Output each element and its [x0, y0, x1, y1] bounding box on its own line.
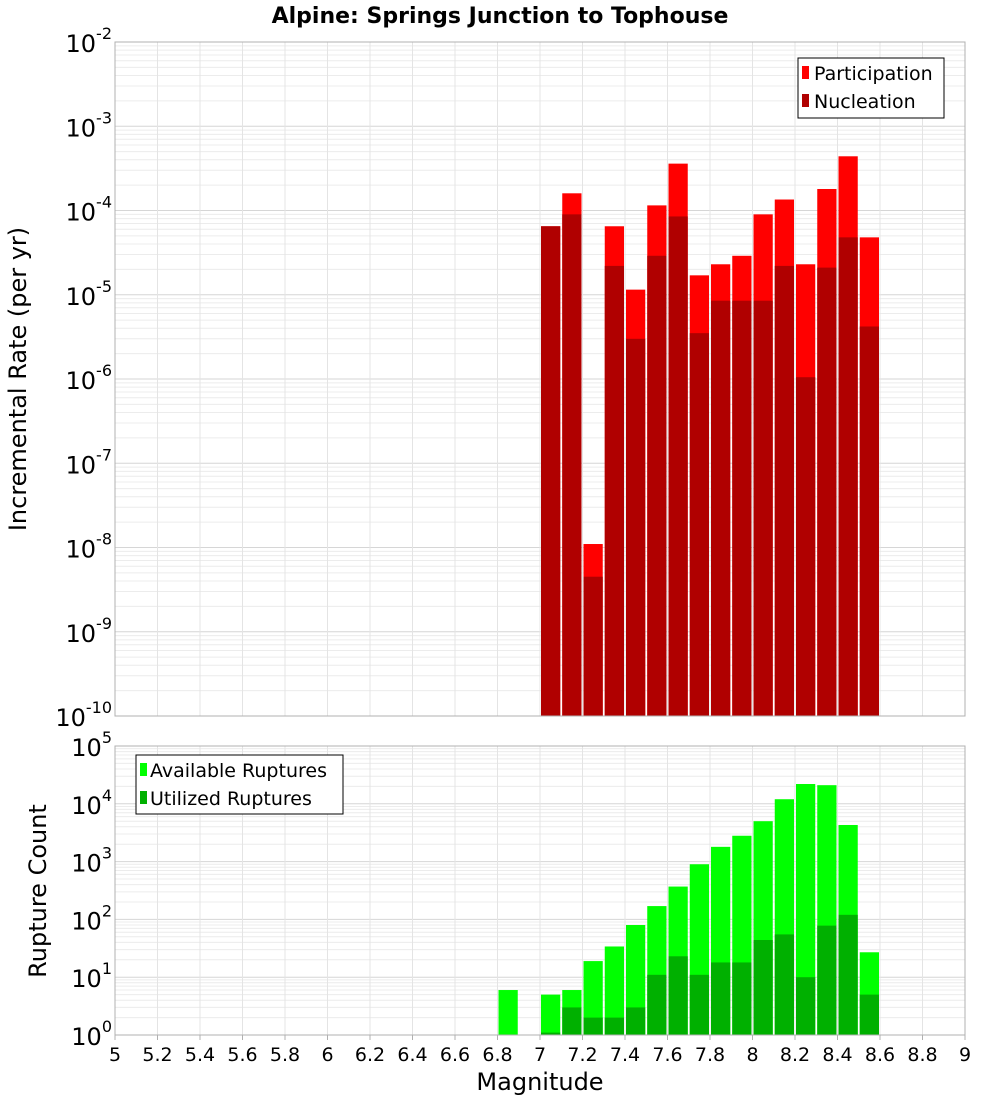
utilized-ruptures-bar — [604, 1017, 624, 1035]
utilized-ruptures-bar — [541, 1032, 561, 1035]
nucleation-bar — [583, 576, 603, 716]
top-y-tick-label: 10-2 — [66, 24, 113, 58]
top-legend: Participation Nucleation — [797, 57, 945, 119]
x-tick-label: 7.2 — [567, 1044, 597, 1066]
legend-swatch-participation — [802, 66, 809, 79]
legend-swatch-utilized — [140, 791, 147, 804]
utilized-ruptures-bar — [626, 1007, 646, 1035]
x-tick-label: 6.6 — [440, 1044, 470, 1066]
available-ruptures-bar — [796, 784, 816, 1035]
nucleation-bar — [668, 216, 688, 716]
x-tick-label: 6.2 — [355, 1044, 385, 1066]
bottom-y-tick-label: 102 — [71, 901, 112, 935]
legend-label-participation: Participation — [814, 63, 933, 85]
available-ruptures-bar — [583, 961, 603, 1035]
nucleation-bar — [711, 300, 731, 716]
utilized-ruptures-bar — [668, 956, 688, 1035]
top-gridlines — [114, 42, 966, 717]
nucleation-bar — [647, 255, 667, 716]
x-tick-label: 5.8 — [270, 1044, 300, 1066]
x-tick-labels: 5 5.2 5.4 5.6 5.8 6 6.2 6.4 6.6 6.8 7 7.2 7.4 7.6 7.8 8… — [109, 1035, 971, 1066]
bottom-y-tick-label: 105 — [71, 728, 112, 762]
utilized-ruptures-bars — [541, 914, 879, 1035]
top-y-tick-label: 10-8 — [66, 530, 113, 564]
top-y-tick-label: 10-9 — [66, 614, 113, 648]
x-tick-label: 7.8 — [695, 1044, 725, 1066]
x-tick-label: 8.8 — [907, 1044, 937, 1066]
x-tick-label: 8.6 — [865, 1044, 895, 1066]
legend-swatch-available — [140, 763, 147, 776]
bottom-y-tick-label: 103 — [71, 844, 112, 878]
top-y-axis-label: Incremental Rate (per yr) — [4, 227, 32, 531]
x-tick-label: 9 — [959, 1044, 971, 1066]
utilized-ruptures-bar — [817, 925, 837, 1035]
top-y-tick-label: 10-4 — [66, 193, 113, 227]
utilized-ruptures-bar — [838, 914, 858, 1035]
bottom-y-tick-label: 100 — [71, 1017, 112, 1051]
top-y-tick-labels: 10-10 10-9 10-8 10-7 10-6 10-5 10-4 10-3 10-2 — [55, 24, 112, 732]
top-y-tick-label: 10-7 — [66, 445, 113, 479]
top-plot-border — [114, 41, 966, 717]
utilized-ruptures-bar — [774, 934, 794, 1035]
bottom-y-tick-label: 101 — [71, 959, 112, 993]
nucleation-bar — [796, 377, 816, 716]
nucleation-bar — [817, 267, 837, 716]
nucleation-bar — [689, 333, 709, 716]
nucleation-bar — [838, 237, 858, 717]
utilized-ruptures-bar — [753, 940, 773, 1035]
legend-swatch-nucleation — [802, 94, 809, 107]
bottom-y-tick-label: 104 — [71, 786, 112, 820]
x-tick-label: 5.2 — [142, 1044, 172, 1066]
utilized-ruptures-bar — [859, 994, 879, 1035]
utilized-ruptures-bar — [711, 962, 731, 1035]
nucleation-bar — [732, 300, 752, 716]
x-tick-label: 6.4 — [397, 1044, 427, 1066]
bottom-legend: Available Ruptures Utilized Ruptures — [135, 754, 344, 815]
top-y-tick-label: 10-5 — [66, 277, 113, 311]
x-tick-label: 8.2 — [780, 1044, 810, 1066]
x-axis-label: Magnitude — [476, 1068, 603, 1096]
nucleation-bar — [753, 300, 773, 716]
nucleation-bar — [562, 214, 582, 716]
available-ruptures-bar — [498, 990, 518, 1035]
available-ruptures-bar — [541, 994, 561, 1035]
x-tick-label: 8 — [746, 1044, 758, 1066]
x-tick-label: 5.6 — [227, 1044, 257, 1066]
nucleation-bar — [626, 338, 646, 716]
bottom-y-tick-labels: 100 101 102 103 104 105 — [71, 728, 112, 1051]
legend-label-nucleation: Nucleation — [814, 91, 916, 113]
chart-title: Alpine: Springs Junction to Tophouse — [272, 4, 729, 29]
x-tick-label: 5 — [109, 1044, 121, 1066]
legend-label-available: Available Ruptures — [150, 760, 327, 782]
x-tick-label: 7.6 — [652, 1044, 682, 1066]
x-tick-label: 5.4 — [185, 1044, 215, 1066]
x-tick-label: 6 — [321, 1044, 333, 1066]
legend-label-utilized: Utilized Ruptures — [150, 788, 312, 810]
top-y-tick-label: 10-3 — [66, 108, 113, 142]
top-y-tick-label: 10-6 — [66, 361, 113, 395]
nucleation-bar — [774, 265, 794, 716]
utilized-ruptures-bar — [732, 962, 752, 1035]
available-ruptures-bar — [604, 946, 624, 1035]
nucleation-bars — [541, 214, 879, 717]
utilized-ruptures-bar — [583, 1017, 603, 1035]
nucleation-bar — [541, 226, 561, 716]
x-tick-label: 8.4 — [822, 1044, 852, 1066]
utilized-ruptures-bar — [647, 974, 667, 1035]
top-y-tick-label: 10-10 — [55, 698, 112, 732]
x-tick-label: 7.4 — [610, 1044, 640, 1066]
utilized-ruptures-bar — [689, 974, 709, 1035]
nucleation-bar — [859, 326, 879, 716]
nucleation-bar — [604, 265, 624, 716]
utilized-ruptures-bar — [796, 977, 816, 1035]
utilized-ruptures-bar — [562, 1007, 582, 1035]
bottom-y-axis-label: Rupture Count — [24, 804, 52, 978]
x-tick-label: 7 — [534, 1044, 546, 1066]
x-tick-label: 6.8 — [482, 1044, 512, 1066]
